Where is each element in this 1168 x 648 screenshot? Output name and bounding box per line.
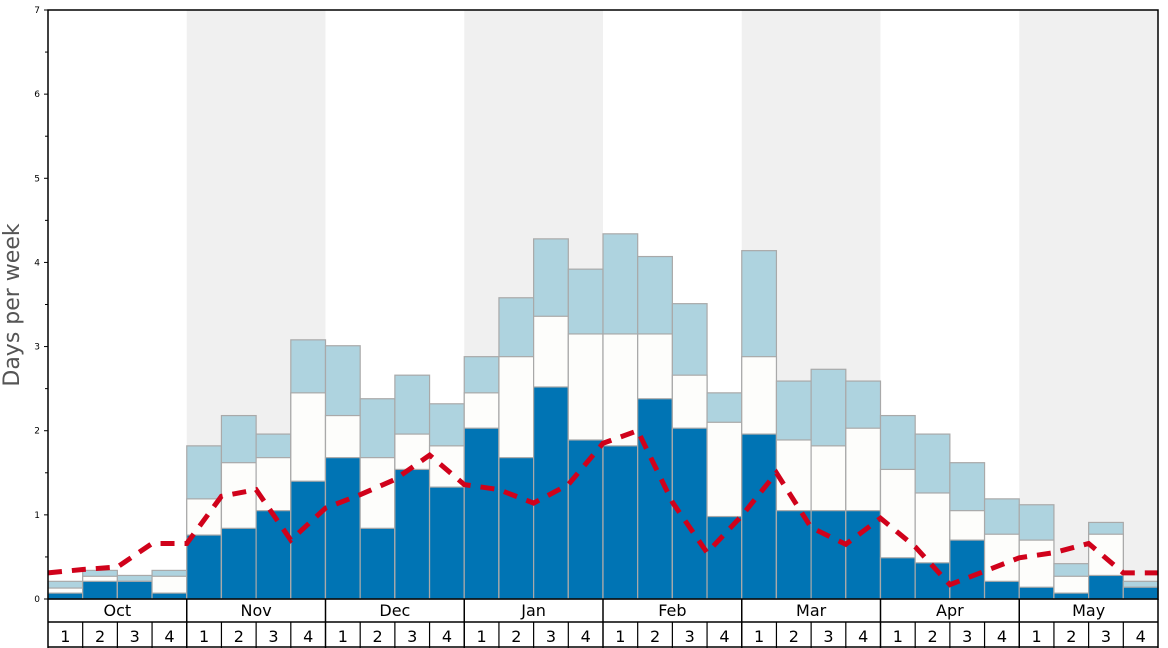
week-label: 3 xyxy=(1101,627,1111,646)
week-label: 1 xyxy=(338,627,348,646)
y-tick-label: 5 xyxy=(34,174,40,184)
week-label: 4 xyxy=(1136,627,1146,646)
week-label: 2 xyxy=(511,627,521,646)
bar-dark-segment xyxy=(879,557,916,600)
week-label: 1 xyxy=(199,627,209,646)
week-label: 3 xyxy=(823,627,833,646)
month-shade-may xyxy=(1019,10,1158,599)
bar-dark-segment xyxy=(255,510,292,600)
month-label-mar: Mar xyxy=(796,601,827,620)
bar-dark-segment xyxy=(290,480,327,600)
bar-dark-segment xyxy=(463,427,500,600)
week-label: 1 xyxy=(754,627,764,646)
week-label: 4 xyxy=(581,627,591,646)
bar-dark-segment xyxy=(186,534,223,600)
week-label: 2 xyxy=(927,627,937,646)
bar-dark-segment xyxy=(359,527,396,600)
week-label: 1 xyxy=(60,627,70,646)
week-label: 3 xyxy=(546,627,556,646)
bar-dark-segment xyxy=(1018,586,1055,600)
bar-dark-segment xyxy=(1088,574,1124,600)
month-label-jan: Jan xyxy=(520,601,546,620)
bar-dark-segment xyxy=(1053,592,1090,600)
average-line xyxy=(47,427,1159,588)
week-label: 2 xyxy=(234,627,244,646)
y-tick-label: 1 xyxy=(34,511,40,521)
week-label: 4 xyxy=(164,627,174,646)
bar-dark-segment xyxy=(220,527,257,600)
bar-dark-segment xyxy=(983,580,1020,600)
y-tick-label: 6 xyxy=(34,90,40,100)
week-label: 4 xyxy=(858,627,868,646)
week-label: 1 xyxy=(893,627,903,646)
y-tick-label: 3 xyxy=(34,343,40,353)
bar-dark-segment xyxy=(741,433,778,600)
week-label: 3 xyxy=(407,627,417,646)
week-label: 3 xyxy=(130,627,140,646)
week-label: 1 xyxy=(615,627,625,646)
bar-dark-segment xyxy=(151,592,188,600)
bars xyxy=(47,233,1159,600)
month-label-oct: Oct xyxy=(104,601,132,620)
month-label-dec: Dec xyxy=(379,601,410,620)
week-label: 4 xyxy=(997,627,1007,646)
bar-dark-segment xyxy=(845,510,882,600)
week-label: 2 xyxy=(1066,627,1076,646)
y-tick-label: 0 xyxy=(34,595,40,605)
week-label: 4 xyxy=(719,627,729,646)
month-label-feb: Feb xyxy=(658,601,686,620)
month-label-nov: Nov xyxy=(241,601,272,620)
week-label: 3 xyxy=(268,627,278,646)
y-tick-label: 2 xyxy=(34,427,40,437)
axes: 0 1 2 3 4 5 6 7 Oct 1 2 3 4 Nov 1 2 3 4 Dec 1 2 3 4 Jan 1 2 3 4 Feb 1… xyxy=(34,6,1159,648)
bar-dark-segment xyxy=(116,580,153,600)
bar-dark-segment xyxy=(949,539,986,600)
bar-dark-segment xyxy=(498,457,535,600)
y-tick-label: 7 xyxy=(34,6,40,16)
bar-dark-segment xyxy=(428,486,465,600)
week-label: 2 xyxy=(789,627,799,646)
bar-dark-segment xyxy=(602,445,639,600)
week-label: 2 xyxy=(650,627,660,646)
week-label: 1 xyxy=(1032,627,1042,646)
bar-dark-segment xyxy=(47,592,84,600)
bar-dark-segment xyxy=(706,515,743,600)
bar-dark-segment xyxy=(324,457,361,600)
week-label: 2 xyxy=(95,627,105,646)
bar-dark-segment xyxy=(394,468,431,600)
week-label: 1 xyxy=(477,627,487,646)
month-label-apr: Apr xyxy=(936,601,964,620)
week-label: 2 xyxy=(372,627,382,646)
bar-dark-segment xyxy=(637,398,673,600)
bar-dark-segment xyxy=(810,510,847,600)
y-axis-label: Days per week xyxy=(0,223,25,386)
y-tick-label: 4 xyxy=(34,258,40,268)
week-label: 4 xyxy=(442,627,452,646)
week-label: 4 xyxy=(303,627,313,646)
week-label: 3 xyxy=(685,627,695,646)
bar-dark-segment xyxy=(82,580,118,600)
bar-dark-segment xyxy=(1122,586,1159,600)
month-label-may: May xyxy=(1072,601,1105,620)
week-label: 3 xyxy=(962,627,972,646)
